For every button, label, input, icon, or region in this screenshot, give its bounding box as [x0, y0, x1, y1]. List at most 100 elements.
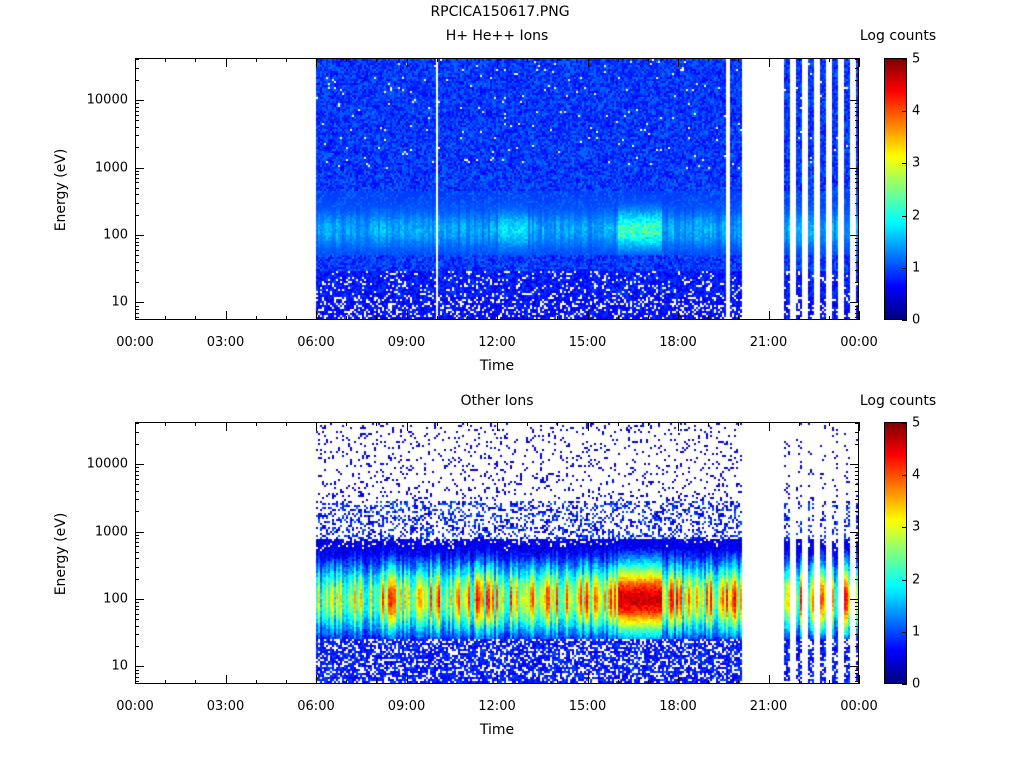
y-minor-tick [135, 115, 139, 117]
y-minor-tick [855, 202, 859, 204]
x-minor-tick [708, 680, 710, 684]
y-minor-tick [135, 147, 139, 149]
y-minor-tick [135, 479, 139, 481]
colorbar-tick [902, 475, 907, 477]
y-minor-tick [855, 619, 859, 621]
y-minor-tick [135, 170, 139, 172]
y-minor-tick [135, 309, 139, 311]
y-minor-tick [855, 174, 859, 176]
x-major-tick [497, 311, 498, 320]
y-minor-tick [855, 566, 859, 568]
x-minor-tick [346, 58, 348, 62]
y-minor-tick [855, 470, 859, 472]
y-minor-tick [855, 676, 859, 678]
y-minor-tick [135, 214, 139, 216]
y-minor-tick [855, 609, 859, 611]
y-major-tick [850, 167, 859, 169]
panel-h-he-ions: H+ He++ Ions Log counts Energy (eV) Time… [0, 0, 1024, 380]
x-minor-tick [527, 58, 529, 62]
y-minor-tick [855, 79, 859, 81]
colorbar-title: Log counts [859, 28, 937, 44]
x-major-tick [859, 422, 860, 431]
y-minor-tick [855, 681, 859, 683]
y-minor-tick [855, 309, 859, 311]
x-major-tick [587, 311, 589, 320]
colorbar [884, 58, 907, 320]
y-minor-tick [135, 249, 139, 251]
y-minor-tick [135, 613, 139, 615]
y-major-tick [850, 302, 859, 304]
y-major-tick [850, 235, 859, 236]
x-tick-label: 15:00 [568, 335, 607, 350]
panel-title: H+ He++ Ions [445, 28, 549, 44]
y-major-tick [135, 666, 144, 668]
x-minor-tick [798, 316, 800, 320]
colorbar-tick [902, 111, 907, 113]
y-tick-label: 10000 [86, 92, 128, 108]
y-minor-tick [855, 238, 859, 240]
x-major-tick [768, 422, 770, 431]
y-minor-tick [135, 120, 139, 122]
y-minor-tick [135, 566, 139, 568]
x-major-tick [135, 675, 136, 684]
x-tick-label: 03:00 [206, 699, 245, 714]
x-major-tick [678, 58, 679, 67]
x-minor-tick [255, 422, 257, 426]
x-minor-tick [466, 422, 468, 426]
panel-title: Other Ions [460, 393, 534, 409]
y-minor-tick [855, 214, 859, 216]
figure-title: RPCICA150617.PNG [430, 4, 570, 20]
x-minor-tick [828, 58, 830, 62]
x-major-tick [768, 58, 770, 67]
y-minor-tick [855, 546, 859, 548]
y-minor-tick [135, 255, 139, 257]
y-minor-tick [855, 443, 859, 445]
y-minor-tick [135, 106, 139, 108]
colorbar-tick [902, 579, 907, 581]
y-minor-tick [135, 467, 139, 469]
y-minor-tick [855, 249, 859, 251]
y-minor-tick [135, 470, 139, 472]
x-tick-label: 15:00 [568, 699, 607, 714]
x-minor-tick [557, 680, 559, 684]
x-major-tick [678, 311, 679, 320]
x-tick-label: 00:00 [116, 335, 154, 350]
x-minor-tick [828, 316, 830, 320]
y-tick-label: 10 [111, 294, 128, 310]
x-tick-label: 00:00 [840, 699, 878, 714]
x-minor-tick [708, 58, 710, 62]
x-major-tick [316, 58, 317, 67]
x-minor-tick [195, 316, 197, 320]
x-minor-tick [527, 422, 529, 426]
x-major-tick [587, 675, 589, 684]
y-minor-tick [855, 484, 859, 486]
spectrogram-plot[interactable] [135, 422, 859, 684]
spectrogram-plot[interactable] [135, 58, 859, 320]
x-minor-tick [195, 680, 197, 684]
colorbar-tick [902, 215, 907, 217]
y-minor-tick [855, 538, 859, 540]
y-minor-tick [855, 551, 859, 553]
x-minor-tick [376, 680, 378, 684]
y-tick-label: 10 [111, 658, 128, 674]
y-major-tick [135, 167, 144, 169]
colorbar-tick [902, 527, 907, 529]
x-tick-label: 06:00 [297, 335, 335, 350]
y-major-tick [135, 302, 144, 304]
y-minor-tick [855, 170, 859, 172]
y-minor-tick [855, 135, 859, 137]
x-tick-label: 00:00 [840, 335, 878, 350]
x-major-tick [406, 311, 408, 320]
x-minor-tick [165, 422, 167, 426]
y-minor-tick [135, 541, 139, 543]
y-minor-tick [135, 135, 139, 137]
y-minor-tick [135, 511, 139, 513]
x-major-tick [497, 58, 498, 67]
colorbar-tick [902, 267, 907, 269]
x-major-tick [587, 422, 589, 431]
x-major-tick [406, 422, 408, 431]
y-minor-tick [135, 182, 139, 184]
x-minor-tick [165, 316, 167, 320]
y-minor-tick [135, 245, 139, 247]
x-minor-tick [557, 422, 559, 426]
